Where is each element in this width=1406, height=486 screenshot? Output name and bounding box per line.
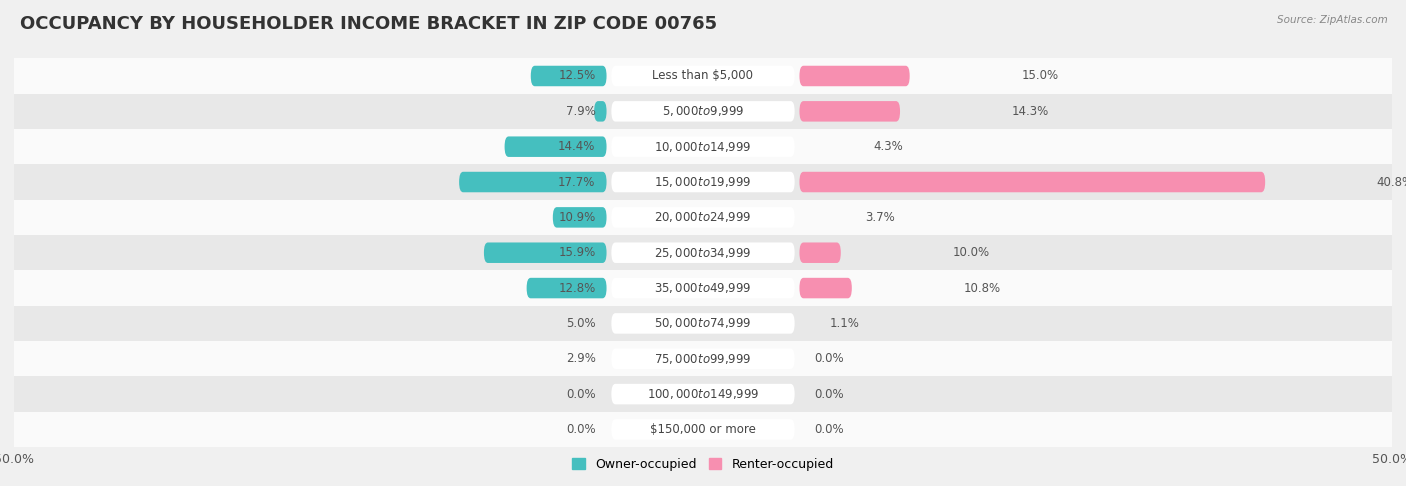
Text: $10,000 to $14,999: $10,000 to $14,999 (654, 139, 752, 154)
FancyBboxPatch shape (612, 137, 794, 157)
Text: $20,000 to $24,999: $20,000 to $24,999 (654, 210, 752, 225)
FancyBboxPatch shape (612, 419, 794, 440)
FancyBboxPatch shape (14, 412, 1392, 447)
FancyBboxPatch shape (612, 66, 794, 86)
FancyBboxPatch shape (14, 270, 1392, 306)
FancyBboxPatch shape (800, 243, 841, 263)
FancyBboxPatch shape (612, 207, 794, 227)
Text: 12.8%: 12.8% (558, 281, 596, 295)
Text: $15,000 to $19,999: $15,000 to $19,999 (654, 175, 752, 189)
Text: $25,000 to $34,999: $25,000 to $34,999 (654, 246, 752, 260)
Text: 0.0%: 0.0% (565, 388, 596, 400)
Text: $50,000 to $74,999: $50,000 to $74,999 (654, 316, 752, 330)
Text: 15.9%: 15.9% (558, 246, 596, 259)
FancyBboxPatch shape (612, 384, 794, 404)
FancyBboxPatch shape (14, 377, 1392, 412)
FancyBboxPatch shape (612, 243, 794, 263)
FancyBboxPatch shape (14, 341, 1392, 377)
FancyBboxPatch shape (553, 207, 606, 227)
Text: 12.5%: 12.5% (558, 69, 596, 83)
Text: 0.0%: 0.0% (814, 388, 844, 400)
Text: 1.1%: 1.1% (830, 317, 859, 330)
FancyBboxPatch shape (612, 278, 794, 298)
Text: Source: ZipAtlas.com: Source: ZipAtlas.com (1277, 15, 1388, 25)
Text: $150,000 or more: $150,000 or more (650, 423, 756, 436)
Text: $35,000 to $49,999: $35,000 to $49,999 (654, 281, 752, 295)
FancyBboxPatch shape (527, 278, 606, 298)
Text: 14.4%: 14.4% (558, 140, 596, 153)
Text: 10.0%: 10.0% (952, 246, 990, 259)
FancyBboxPatch shape (612, 348, 794, 369)
FancyBboxPatch shape (14, 306, 1392, 341)
FancyBboxPatch shape (460, 172, 606, 192)
Text: 14.3%: 14.3% (1012, 105, 1049, 118)
FancyBboxPatch shape (612, 172, 794, 192)
Text: 3.7%: 3.7% (866, 211, 896, 224)
FancyBboxPatch shape (612, 101, 794, 122)
Text: 0.0%: 0.0% (814, 423, 844, 436)
Text: OCCUPANCY BY HOUSEHOLDER INCOME BRACKET IN ZIP CODE 00765: OCCUPANCY BY HOUSEHOLDER INCOME BRACKET … (20, 15, 717, 33)
FancyBboxPatch shape (800, 101, 900, 122)
Text: 17.7%: 17.7% (558, 175, 596, 189)
Text: 40.8%: 40.8% (1376, 175, 1406, 189)
FancyBboxPatch shape (14, 94, 1392, 129)
Text: 10.8%: 10.8% (963, 281, 1001, 295)
Text: Less than $5,000: Less than $5,000 (652, 69, 754, 83)
Text: 7.9%: 7.9% (565, 105, 596, 118)
FancyBboxPatch shape (531, 66, 606, 86)
FancyBboxPatch shape (14, 164, 1392, 200)
FancyBboxPatch shape (14, 200, 1392, 235)
Legend: Owner-occupied, Renter-occupied: Owner-occupied, Renter-occupied (568, 453, 838, 476)
Text: 5.0%: 5.0% (565, 317, 596, 330)
FancyBboxPatch shape (612, 313, 794, 334)
FancyBboxPatch shape (800, 172, 1265, 192)
Text: 2.9%: 2.9% (565, 352, 596, 365)
Text: 0.0%: 0.0% (565, 423, 596, 436)
Text: 0.0%: 0.0% (814, 352, 844, 365)
Text: $75,000 to $99,999: $75,000 to $99,999 (654, 352, 752, 366)
FancyBboxPatch shape (800, 278, 852, 298)
FancyBboxPatch shape (14, 129, 1392, 164)
FancyBboxPatch shape (484, 243, 606, 263)
Text: $5,000 to $9,999: $5,000 to $9,999 (662, 104, 744, 118)
Text: 10.9%: 10.9% (558, 211, 596, 224)
FancyBboxPatch shape (595, 101, 606, 122)
Text: 4.3%: 4.3% (875, 140, 904, 153)
FancyBboxPatch shape (505, 137, 606, 157)
FancyBboxPatch shape (14, 58, 1392, 94)
FancyBboxPatch shape (14, 235, 1392, 270)
FancyBboxPatch shape (800, 66, 910, 86)
Text: 15.0%: 15.0% (1021, 69, 1059, 83)
Text: $100,000 to $149,999: $100,000 to $149,999 (647, 387, 759, 401)
